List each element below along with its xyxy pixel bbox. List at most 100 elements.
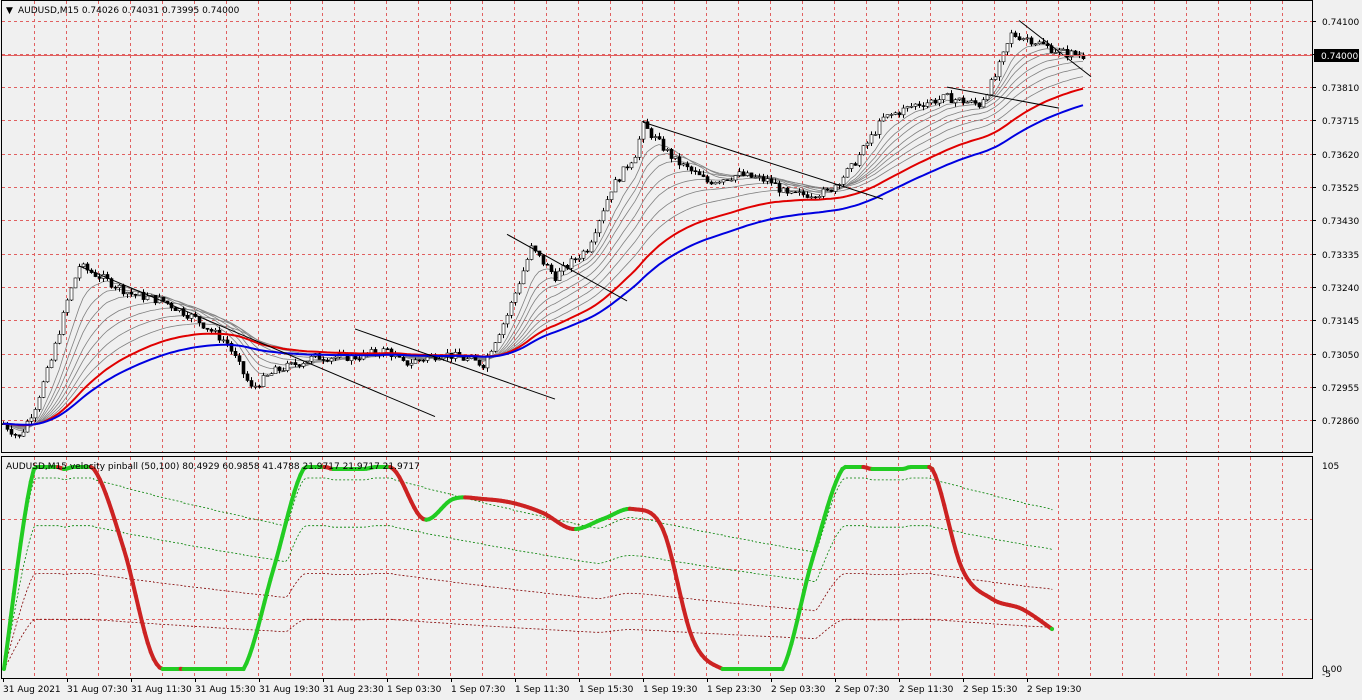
candle-body: [465, 358, 470, 361]
candle-body: [701, 174, 706, 177]
osc-axis-top-label: 105: [1322, 462, 1339, 472]
osc-segment: [136, 606, 144, 623]
osc-axis-extra-label: -5: [1322, 670, 1331, 680]
candle-body: [693, 170, 698, 172]
candle-body: [37, 397, 42, 410]
trendline: [946, 86, 1060, 109]
candle-body: [253, 385, 258, 388]
candle-body: [917, 103, 922, 106]
candle-body: [765, 178, 770, 182]
time-tick-label: 2 Sep 11:30: [899, 685, 954, 695]
candle-body: [801, 191, 806, 195]
candle-body: [717, 181, 722, 184]
candle-body: [1037, 41, 1042, 45]
candle-body: [497, 334, 502, 343]
price-tick-label: 0.73620: [1322, 151, 1359, 161]
symbol-header: AUDUSD,M15 0.74026 0.74031 0.73995 0.740…: [18, 6, 240, 16]
candle-body: [1005, 43, 1010, 53]
osc-segment: [672, 568, 680, 586]
candle-body: [857, 154, 862, 166]
candle-body: [813, 196, 818, 199]
candle-body: [473, 356, 478, 361]
osc-segment: [675, 581, 683, 599]
candle-body: [57, 334, 62, 344]
candle-body: [869, 134, 874, 144]
time-tick-label: 1 Sep 03:30: [387, 685, 442, 695]
time-tick-label: 31 Aug 15:30: [195, 685, 256, 695]
candle-body: [69, 287, 74, 301]
candle-body: [961, 97, 966, 104]
osc-segment: [798, 591, 806, 609]
candle-body: [673, 156, 678, 159]
trendline: [78, 265, 436, 418]
candle-body: [729, 179, 734, 182]
candle-body: [809, 196, 814, 199]
candle-body: [661, 138, 666, 151]
candle-body: [261, 375, 266, 387]
candle-body: [233, 351, 238, 356]
candle-body: [301, 363, 306, 367]
candle-body: [709, 181, 714, 185]
osc-band: [3, 573, 1053, 670]
candle-body: [657, 136, 662, 140]
candle-body: [605, 199, 610, 212]
candle-body: [489, 350, 494, 356]
oscillator-line: [2, 465, 1054, 671]
candle-body: [557, 270, 562, 281]
candle-body: [721, 179, 726, 183]
candle-body: [589, 241, 594, 253]
candle-body: [45, 367, 50, 383]
candle-body: [97, 276, 102, 279]
candle-body: [1029, 37, 1034, 45]
time-tick-label: 1 Sep 23:30: [707, 685, 762, 695]
candle-body: [269, 373, 274, 376]
current-price-tag: 0.74000: [1314, 49, 1359, 62]
candle-body: [481, 364, 486, 369]
candle-body: [773, 182, 778, 184]
time-tick-label: 31 Aug 19:30: [259, 685, 320, 695]
candle-body: [1017, 36, 1022, 41]
candle-body: [521, 270, 526, 285]
candle-body: [209, 329, 214, 332]
candle-body: [145, 295, 150, 300]
price-tick-label: 0.73430: [1322, 217, 1359, 227]
candle-body: [793, 191, 798, 194]
price-tick-label: 0.73050: [1322, 351, 1359, 361]
candle-body: [73, 277, 78, 289]
candle-body: [817, 195, 822, 198]
candle-body: [417, 359, 422, 362]
candle-body: [9, 429, 14, 435]
ema-lines: [2, 87, 1084, 427]
candle-body: [525, 259, 530, 272]
candle-body: [553, 271, 558, 281]
candle-body: [533, 245, 538, 252]
candle-body: [29, 417, 34, 422]
osc-segment: [130, 580, 138, 598]
candle-body: [933, 99, 938, 104]
symbol-menu-arrow[interactable]: ▼: [6, 6, 13, 16]
candle-body: [213, 329, 218, 332]
candle-body: [625, 166, 630, 169]
candle-body: [585, 250, 590, 253]
candle-body: [205, 327, 210, 330]
candle-body: [965, 101, 970, 104]
indicator-panel-frame: [1, 456, 1313, 679]
candle-body: [277, 366, 282, 371]
candle-body: [385, 348, 390, 351]
osc-segment: [28, 467, 36, 484]
osc-segment: [942, 503, 950, 520]
candle-body: [201, 322, 206, 329]
candle-body: [41, 381, 46, 398]
candle-body: [297, 364, 302, 367]
time-tick-label: 31 Aug 2021: [3, 685, 61, 695]
candle-body: [569, 258, 574, 269]
candle-body: [125, 291, 130, 295]
candle-body: [1001, 51, 1006, 63]
candle-body: [505, 314, 510, 325]
candle-body: [681, 163, 686, 166]
candle-body: [469, 356, 474, 359]
osc-band: [3, 477, 1053, 670]
candle-body: [109, 278, 114, 288]
candle-body: [541, 255, 546, 265]
